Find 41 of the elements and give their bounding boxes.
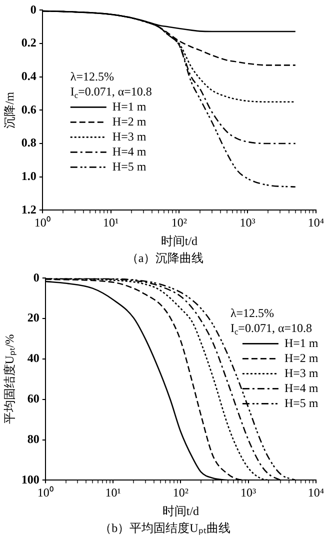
legend-label: H=1 m bbox=[284, 336, 319, 350]
y-tick-label: 0.4 bbox=[21, 68, 36, 83]
x-tick-label: 10¹ bbox=[102, 216, 119, 230]
x-axis-title: 时间t/d bbox=[162, 504, 200, 518]
y-tick-label: 0.2 bbox=[21, 36, 36, 50]
y-tick-label: 0.6 bbox=[21, 102, 36, 116]
y-tick-label: 40 bbox=[27, 351, 40, 366]
x-tick-label: 10¹ bbox=[105, 486, 122, 500]
y-tick-label: 1.2 bbox=[21, 202, 36, 216]
legend-label: H=2 m bbox=[284, 350, 319, 365]
x-tick-label: 10³ bbox=[240, 486, 257, 500]
legend-label: H=1 m bbox=[112, 99, 147, 114]
y-tick-label: 1.0 bbox=[21, 168, 36, 183]
legend-label: H=4 m bbox=[112, 144, 147, 158]
x-tick-label: 10⁴ bbox=[308, 216, 324, 230]
y-tick-label: 20 bbox=[27, 310, 40, 325]
legend-label: H=5 m bbox=[112, 159, 147, 174]
legend-label: H=3 m bbox=[284, 366, 319, 380]
x-tick-label: 10⁰ bbox=[37, 486, 54, 500]
x-tick-label: 10³ bbox=[240, 216, 256, 230]
text: （a）沉降曲线 bbox=[125, 250, 205, 267]
y-tick-label: 80 bbox=[27, 432, 40, 446]
x-tick-label: 10⁴ bbox=[308, 486, 324, 500]
y-tick-label: 0 bbox=[33, 270, 40, 284]
x-axis-title: 时间t/d bbox=[160, 234, 198, 248]
annotation: λ=12.5% bbox=[70, 69, 114, 84]
text: （b）平均固结度Uₚₜ曲线 bbox=[98, 520, 232, 537]
y-axis-title: 平均固结度Uₚₜ/% bbox=[2, 334, 16, 424]
y-tick-label: 100 bbox=[21, 472, 40, 486]
annotation: λ=12.5% bbox=[230, 306, 274, 320]
x-tick-label: 10⁰ bbox=[34, 216, 50, 230]
y-tick-label: 0 bbox=[30, 2, 36, 16]
y-tick-label: 60 bbox=[27, 391, 40, 406]
legend-label: H=2 m bbox=[112, 114, 147, 128]
y-axis-title: 沉降/m bbox=[2, 91, 16, 129]
x-tick-label: 10² bbox=[171, 216, 188, 230]
y-tick-label: 0.8 bbox=[21, 136, 36, 150]
legend-label: H=5 m bbox=[284, 396, 319, 410]
legend-label: H=3 m bbox=[112, 129, 147, 144]
legend-label: H=4 m bbox=[284, 380, 319, 395]
x-tick-label: 10² bbox=[172, 486, 189, 500]
